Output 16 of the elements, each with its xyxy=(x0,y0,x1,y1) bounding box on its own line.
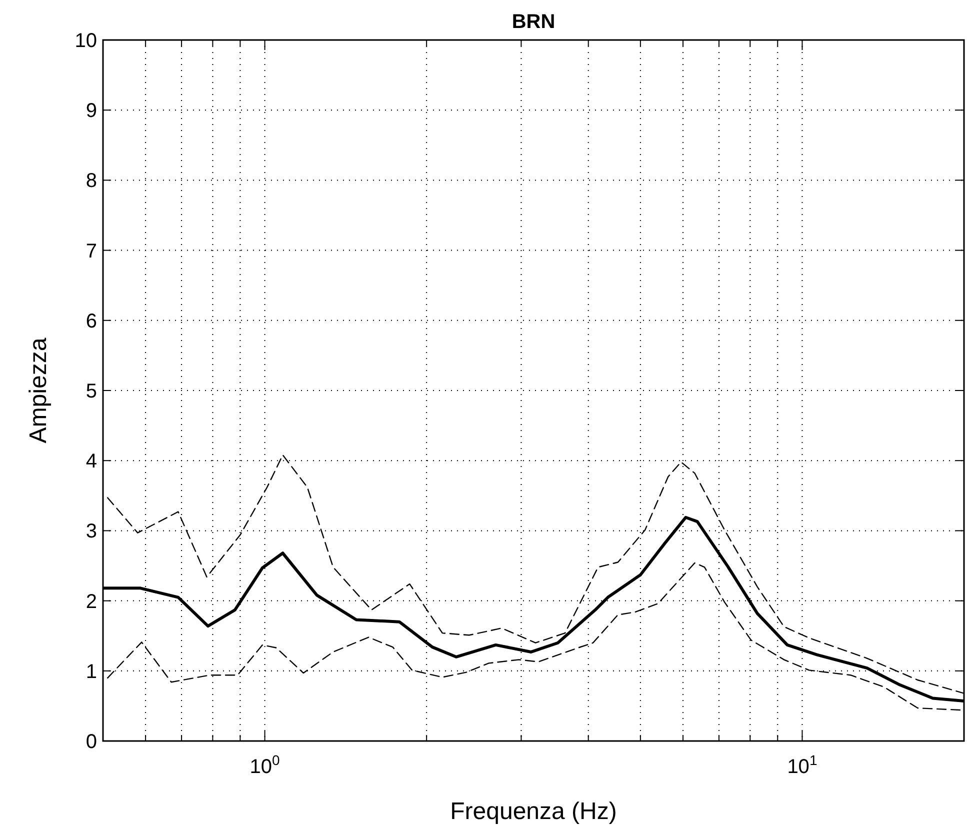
y-tick-label: 9 xyxy=(86,100,97,122)
y-tick-label: 4 xyxy=(86,450,97,473)
y-tick-label: 6 xyxy=(86,310,97,332)
y-tick-label: 0 xyxy=(86,731,97,753)
y-tick-label: 5 xyxy=(86,380,97,402)
y-tick-label: 10 xyxy=(74,30,97,52)
y-tick-label: 1 xyxy=(86,660,97,683)
y-tick-label: 7 xyxy=(86,240,97,262)
y-axis-title: Ampiezza xyxy=(25,337,52,444)
x-axis-title: Frequenza (Hz) xyxy=(450,798,617,825)
y-tick-label: 2 xyxy=(86,590,97,613)
x-tick-label: 10$^{1}$ xyxy=(787,752,818,778)
x-tick-label: 10$^{0}$ xyxy=(250,752,280,778)
y-tick-label: 3 xyxy=(86,520,97,543)
chart-title: BRN xyxy=(512,11,556,33)
y-tick-label: 8 xyxy=(86,170,97,192)
